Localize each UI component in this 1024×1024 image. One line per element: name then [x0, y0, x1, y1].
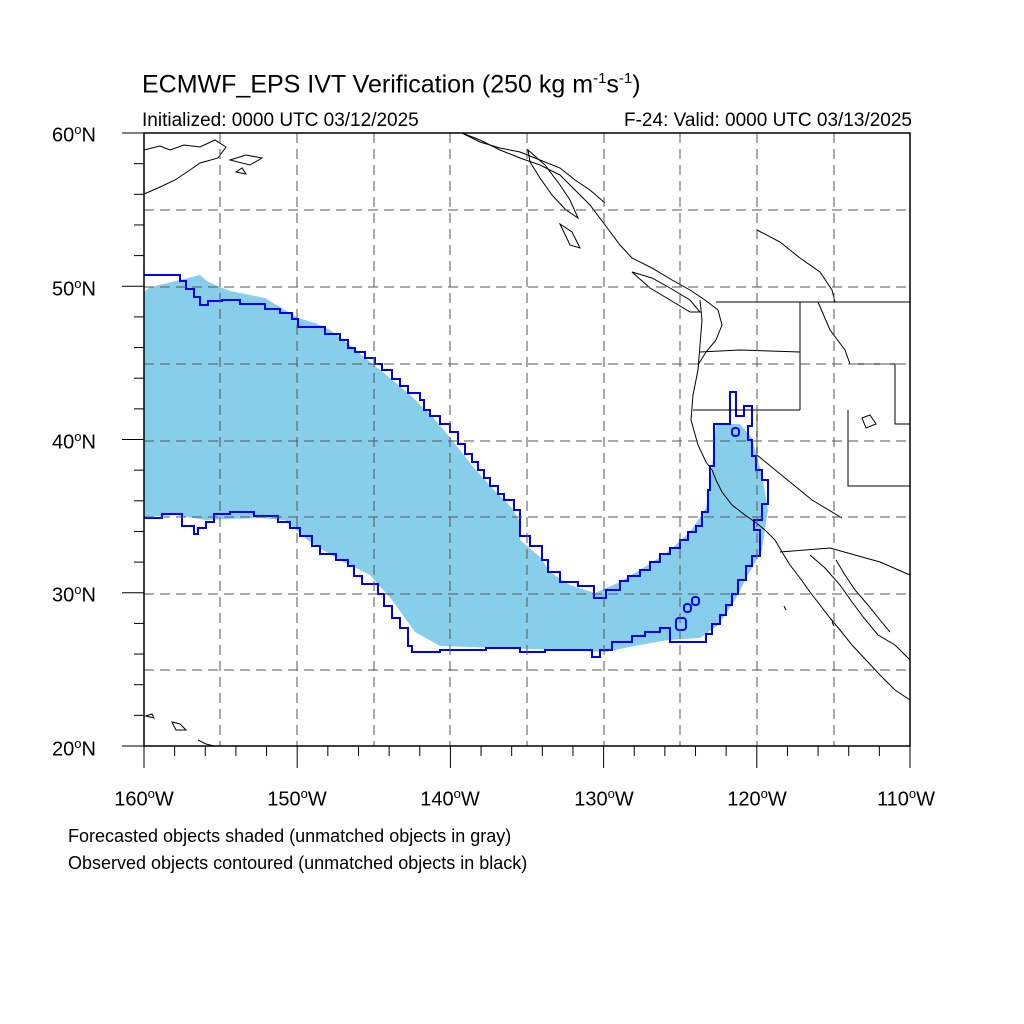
great-salt-lake	[861, 414, 877, 429]
coastlines	[143, 132, 911, 747]
canada-coast	[461, 132, 723, 366]
state-line-wa-or	[699, 349, 801, 353]
axis-ticks	[122, 132, 911, 768]
observed-object-contour	[144, 274, 769, 658]
state-line-ca-nv	[756, 410, 843, 519]
observed-small-object	[683, 603, 692, 613]
lon-label-120w: 120oW	[727, 786, 787, 811]
lat-label-60n: 60oN	[52, 122, 96, 147]
lat-label-40n: 40oN	[52, 429, 96, 454]
gulf-california	[835, 559, 891, 633]
lon-label-160w: 160oW	[114, 786, 174, 811]
lat-label-20n: 20oN	[52, 736, 96, 761]
lat-label-30n: 30oN	[52, 582, 96, 607]
alaska-canada-border	[461, 132, 606, 204]
us-mexico-border	[779, 547, 911, 576]
grid-lines	[144, 133, 910, 746]
map-title: ECMWF_EPS IVT Verification (250 kg m-1s-…	[142, 70, 641, 99]
canada-islands	[527, 148, 581, 249]
init-time-label: Initialized: 0000 UTC 03/12/2025	[142, 110, 419, 131]
valid-time-label: F-24: Valid: 0000 UTC 03/13/2025	[624, 110, 912, 131]
observed-small-object	[731, 427, 740, 437]
baja-coast	[781, 551, 911, 701]
lon-label-150w: 150oW	[267, 786, 327, 811]
vancouver-island	[631, 271, 702, 313]
note-forecast: Forecasted objects shaded (unmatched obj…	[68, 826, 512, 846]
note-observed: Observed objects contoured (unmatched ob…	[68, 853, 528, 873]
alaska-coast	[143, 139, 227, 195]
political-boundaries	[461, 132, 911, 576]
lon-label-130w: 130oW	[574, 786, 634, 811]
island-small	[783, 605, 835, 627]
lon-label-110w: 110oW	[876, 786, 936, 811]
us-west-coast	[690, 299, 783, 553]
canada-interior	[756, 229, 836, 303]
observed-small-object	[675, 617, 687, 631]
lon-label-140w: 140oW	[420, 786, 480, 811]
lat-label-50n: 50oN	[52, 276, 96, 301]
baja-inner-coast	[809, 554, 911, 661]
state-line-nv-ut	[847, 410, 910, 487]
state-line-mt	[817, 301, 910, 425]
forecast-object	[144, 275, 768, 652]
observed-small-object	[691, 596, 700, 606]
hawaii-islands	[144, 713, 215, 747]
alaska-islands	[228, 154, 264, 175]
